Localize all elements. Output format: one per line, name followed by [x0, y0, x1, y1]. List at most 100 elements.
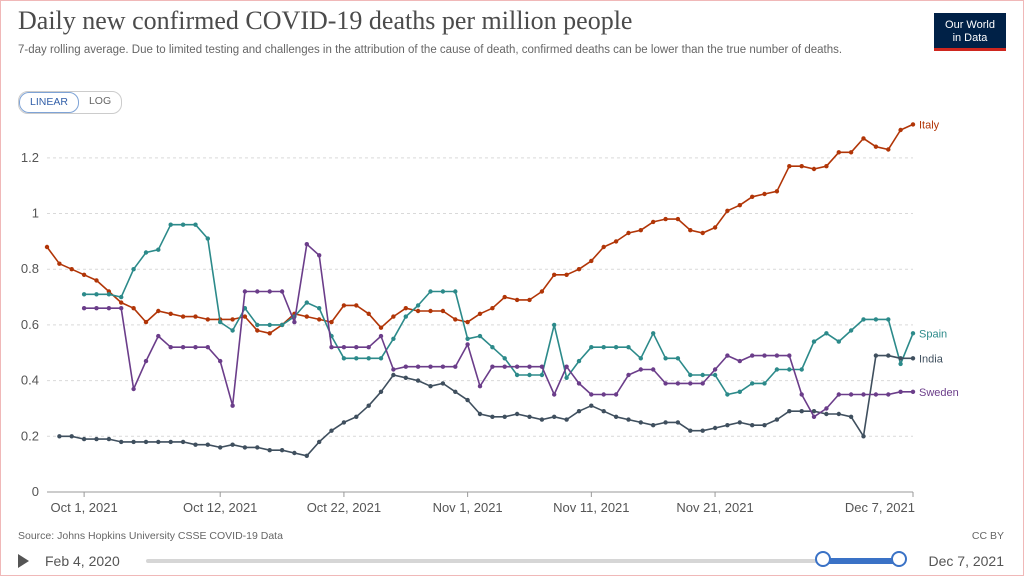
data-point-india[interactable]	[762, 423, 767, 428]
data-point-spain[interactable]	[255, 322, 260, 328]
data-point-italy[interactable]	[824, 164, 829, 169]
data-point-sweden[interactable]	[799, 392, 804, 397]
owid-logo[interactable]: Our World in Data	[934, 13, 1006, 51]
data-point-india[interactable]	[465, 397, 470, 403]
data-point-sweden[interactable]	[391, 367, 396, 372]
data-point-india[interactable]	[836, 411, 841, 417]
data-point-sweden[interactable]	[651, 367, 656, 372]
data-point-italy[interactable]	[873, 144, 879, 149]
data-point-india[interactable]	[589, 403, 594, 408]
data-point-sweden[interactable]	[700, 381, 705, 386]
data-point-india[interactable]	[552, 414, 557, 419]
data-point-spain[interactable]	[279, 322, 285, 328]
data-point-italy[interactable]	[242, 314, 248, 319]
data-point-spain[interactable]	[626, 345, 631, 350]
data-point-sweden[interactable]	[378, 333, 384, 339]
data-point-sweden[interactable]	[440, 364, 446, 369]
data-point-italy[interactable]	[725, 208, 730, 213]
data-point-sweden[interactable]	[329, 345, 334, 350]
data-point-italy[interactable]	[750, 194, 755, 199]
data-point-italy[interactable]	[898, 127, 903, 133]
data-point-italy[interactable]	[69, 267, 74, 272]
data-point-spain[interactable]	[354, 356, 359, 361]
data-point-india[interactable]	[886, 353, 891, 358]
data-point-sweden[interactable]	[205, 345, 210, 350]
data-point-india[interactable]	[378, 389, 384, 394]
data-point-italy[interactable]	[663, 216, 668, 222]
data-point-india[interactable]	[304, 453, 309, 458]
data-point-india[interactable]	[57, 434, 62, 439]
data-point-india[interactable]	[106, 436, 112, 442]
series-line-italy[interactable]	[46, 123, 914, 335]
data-point-sweden[interactable]	[848, 392, 854, 397]
data-point-italy[interactable]	[378, 325, 384, 330]
data-point-spain[interactable]	[131, 267, 136, 272]
data-point-spain[interactable]	[391, 336, 396, 341]
data-point-italy[interactable]	[626, 230, 631, 236]
data-point-sweden[interactable]	[180, 345, 186, 350]
data-point-india[interactable]	[737, 420, 742, 425]
data-point-sweden[interactable]	[453, 364, 458, 369]
data-point-sweden[interactable]	[502, 364, 507, 369]
data-point-sweden[interactable]	[910, 389, 916, 394]
data-point-india[interactable]	[119, 439, 124, 445]
data-point-sweden[interactable]	[119, 306, 124, 311]
data-point-india[interactable]	[453, 389, 458, 394]
data-point-india[interactable]	[341, 420, 347, 425]
data-point-sweden[interactable]	[218, 358, 223, 364]
data-point-spain[interactable]	[663, 356, 668, 361]
data-point-italy[interactable]	[490, 306, 495, 311]
data-point-spain[interactable]	[836, 339, 841, 344]
data-point-italy[interactable]	[94, 278, 99, 283]
data-point-spain[interactable]	[119, 294, 124, 300]
data-point-italy[interactable]	[527, 297, 532, 303]
data-point-india[interactable]	[267, 448, 272, 453]
series-line-sweden[interactable]	[84, 243, 913, 418]
data-point-italy[interactable]	[651, 219, 656, 225]
data-point-india[interactable]	[94, 436, 99, 442]
data-point-sweden[interactable]	[317, 253, 322, 258]
data-point-india[interactable]	[527, 414, 532, 419]
data-point-spain[interactable]	[651, 331, 656, 336]
data-point-spain[interactable]	[94, 292, 99, 297]
data-point-india[interactable]	[205, 442, 210, 447]
data-point-italy[interactable]	[787, 164, 792, 169]
data-point-india[interactable]	[218, 445, 223, 450]
license-link[interactable]: CC BY	[971, 530, 1004, 542]
data-point-india[interactable]	[576, 409, 582, 414]
data-point-sweden[interactable]	[898, 389, 903, 394]
data-point-spain[interactable]	[811, 339, 817, 344]
data-point-india[interactable]	[180, 439, 186, 445]
data-point-italy[interactable]	[712, 225, 718, 230]
data-point-sweden[interactable]	[564, 364, 569, 369]
data-point-italy[interactable]	[675, 216, 681, 222]
data-point-italy[interactable]	[415, 308, 421, 314]
data-point-india[interactable]	[675, 420, 681, 425]
data-point-italy[interactable]	[193, 314, 198, 319]
data-point-spain[interactable]	[403, 314, 408, 319]
data-point-spain[interactable]	[688, 372, 693, 378]
data-point-sweden[interactable]	[576, 381, 582, 386]
data-point-sweden[interactable]	[613, 392, 619, 397]
data-point-sweden[interactable]	[787, 353, 792, 358]
data-point-spain[interactable]	[861, 317, 866, 322]
data-point-spain[interactable]	[230, 328, 235, 333]
data-point-spain[interactable]	[527, 372, 532, 378]
data-point-spain[interactable]	[156, 247, 161, 252]
data-point-italy[interactable]	[304, 314, 309, 319]
timeline-track[interactable]	[146, 559, 906, 563]
source-note[interactable]: Source: Johns Hopkins University CSSE CO…	[18, 530, 283, 542]
data-point-india[interactable]	[477, 411, 483, 417]
data-point-spain[interactable]	[490, 345, 495, 350]
data-point-spain[interactable]	[81, 292, 87, 297]
data-point-italy[interactable]	[119, 300, 124, 305]
data-point-spain[interactable]	[576, 358, 582, 364]
data-point-spain[interactable]	[725, 392, 730, 397]
data-point-india[interactable]	[811, 409, 817, 414]
data-point-spain[interactable]	[886, 317, 891, 322]
data-point-italy[interactable]	[44, 244, 50, 250]
data-point-sweden[interactable]	[193, 345, 198, 350]
data-point-spain[interactable]	[762, 381, 767, 386]
data-point-spain[interactable]	[675, 356, 681, 361]
data-point-india[interactable]	[354, 414, 359, 419]
